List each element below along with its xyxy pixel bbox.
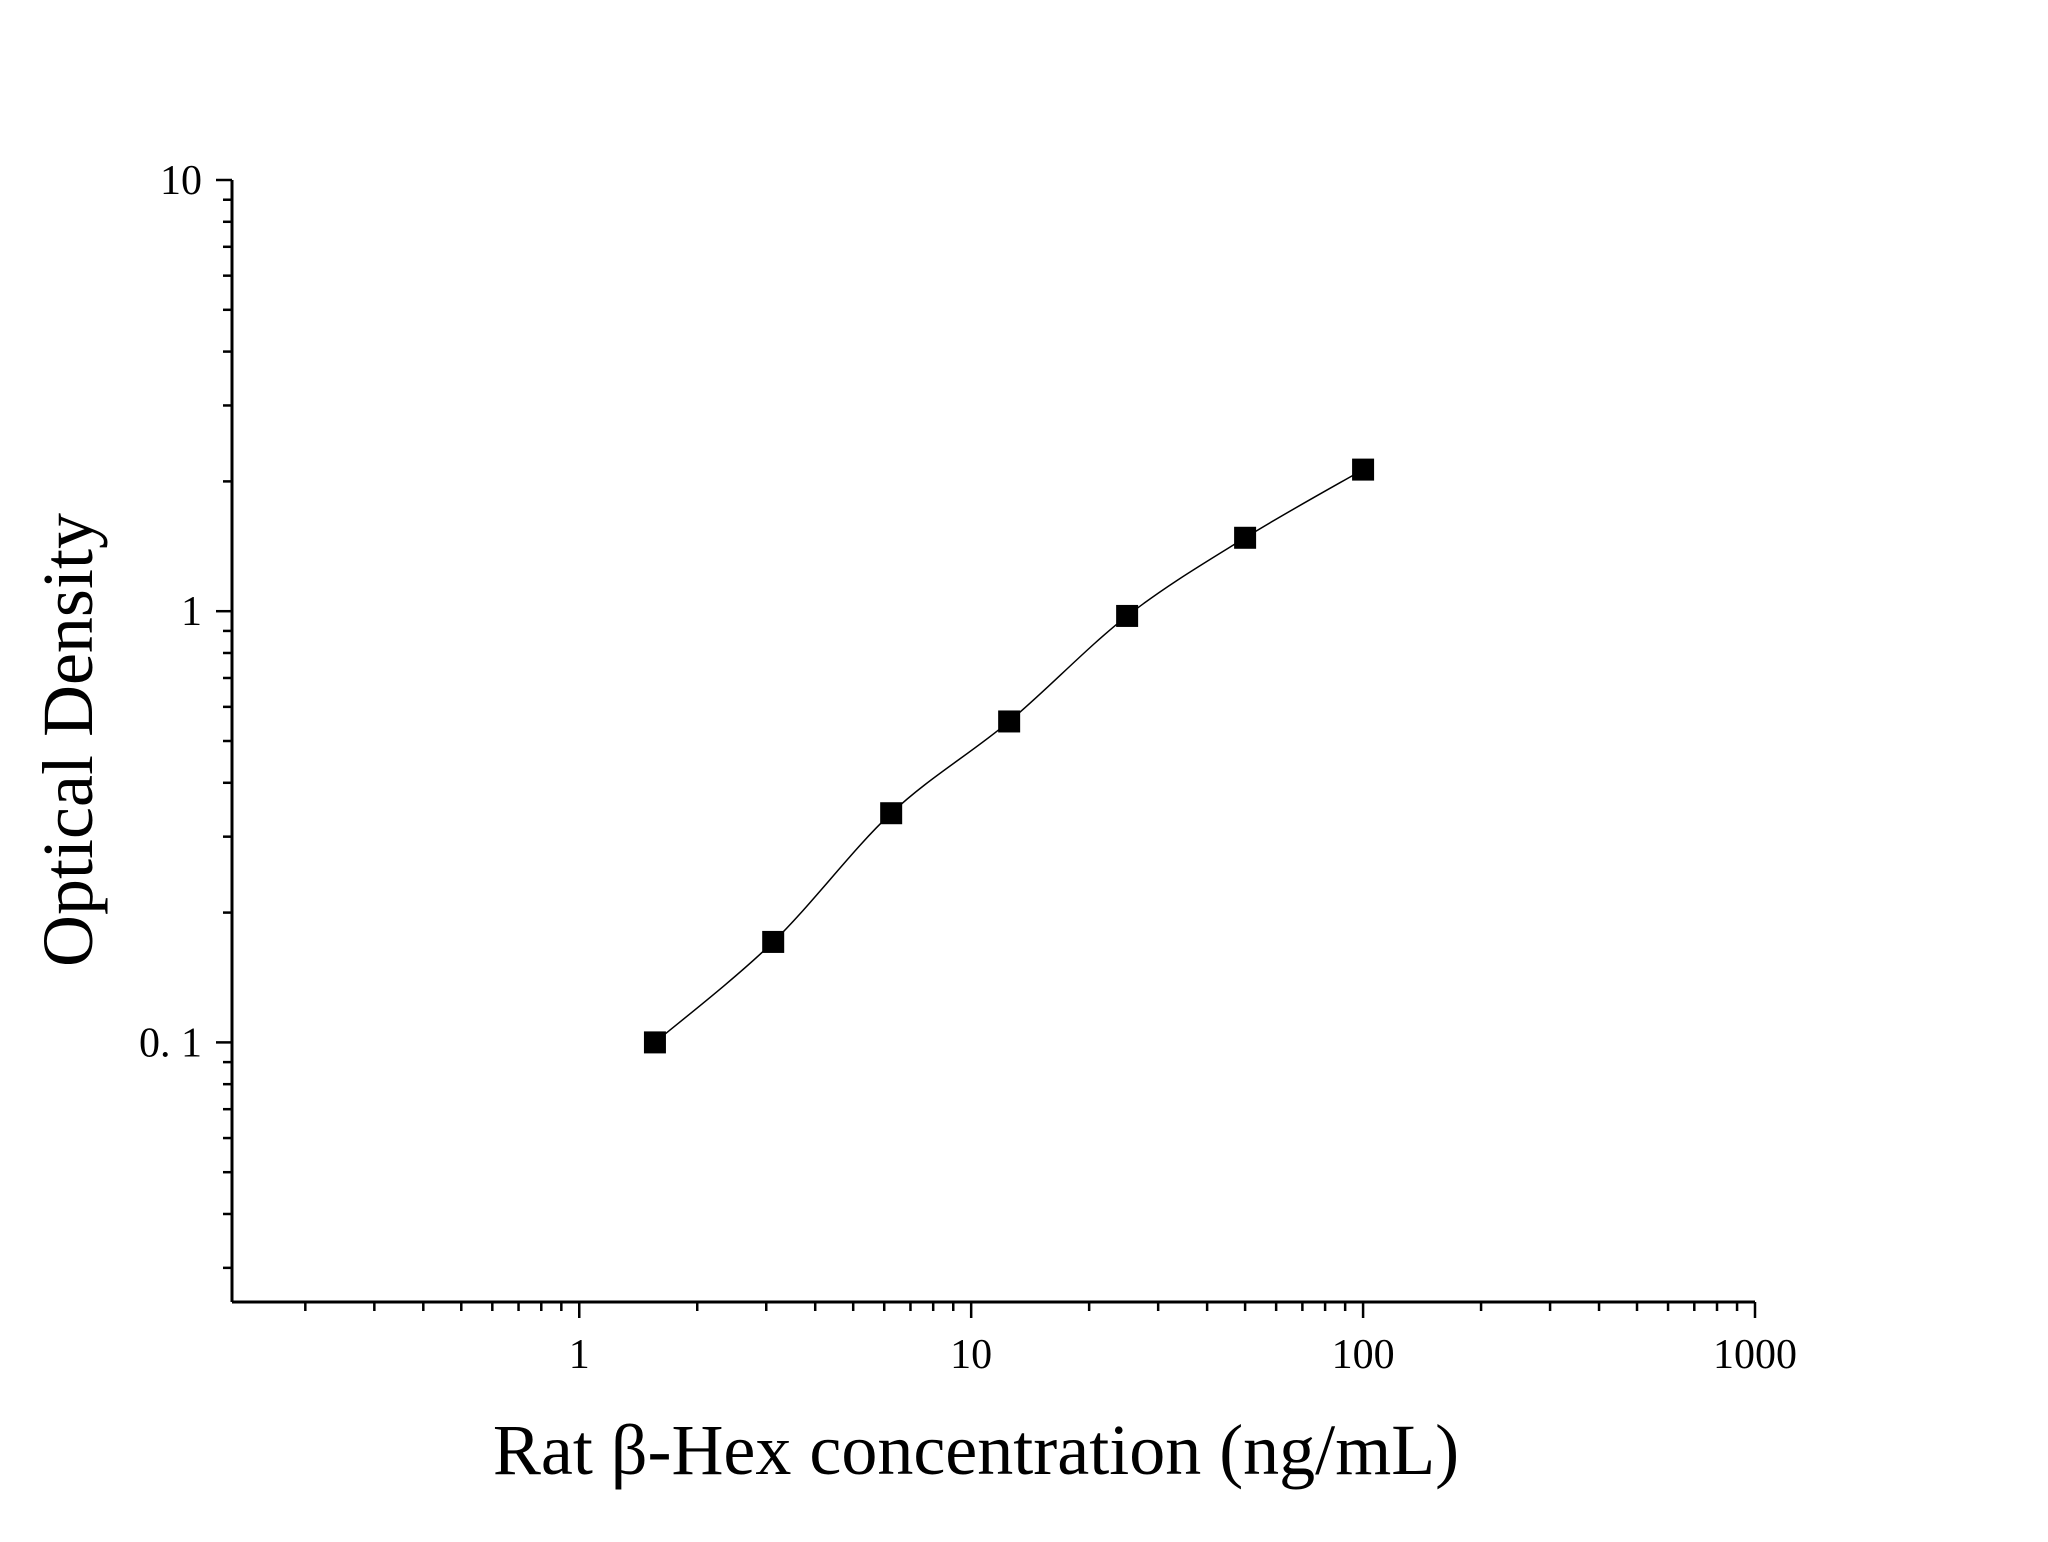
axes	[230, 180, 1755, 1304]
data-point	[762, 930, 785, 953]
fit-curve	[654, 468, 1364, 1043]
data-point	[1234, 526, 1257, 549]
x-tick-label: 10	[950, 1332, 992, 1378]
x-tick-label: 1000	[1713, 1332, 1797, 1378]
data-point	[643, 1031, 666, 1054]
tick-labels: 1 10 100 1000 0. 1 1 10	[139, 158, 1797, 1378]
data-markers	[643, 458, 1375, 1054]
y-axis-title: Optical Density	[28, 513, 108, 967]
x-tick-label: 1	[569, 1332, 590, 1378]
data-point	[880, 802, 903, 825]
ticks	[216, 178, 1757, 1318]
x-tick-label: 100	[1332, 1332, 1395, 1378]
y-tick-label: 1	[181, 589, 202, 635]
data-point	[1352, 458, 1375, 481]
y-tick-label: 10	[160, 158, 202, 204]
y-tick-label: 0. 1	[139, 1020, 202, 1066]
x-axis-title: Rat β-Hex concentration (ng/mL)	[493, 1410, 1459, 1490]
data-point	[1116, 604, 1139, 627]
data-point	[998, 710, 1021, 733]
